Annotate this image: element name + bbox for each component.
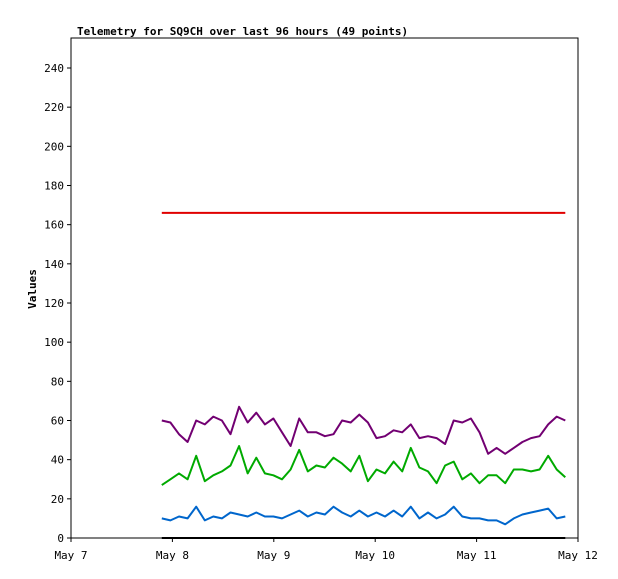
y-tick-label: 60 [51, 415, 64, 428]
series-line-4 [161, 505, 566, 526]
y-axis: 0 20 40 60 80 100 120 140 160 180 200 220 240 [44, 62, 71, 545]
y-tick-label: 20 [51, 493, 64, 506]
y-tick-label: 100 [44, 336, 64, 349]
series-line-3 [161, 445, 566, 486]
x-tick-label: May 12 [558, 549, 598, 562]
y-tick-label: 220 [44, 101, 64, 114]
x-tick-label: May 10 [355, 549, 395, 562]
y-tick-label: 140 [44, 258, 64, 271]
x-tick-label: May 7 [54, 549, 87, 562]
x-axis: May 7 May 8 May 9 May 10 May 11 May 12 [54, 538, 598, 562]
y-axis-label: Values [26, 269, 39, 309]
series-group [161, 211, 566, 539]
chart-title: Telemetry for SQ9CH over last 96 hours (… [77, 25, 408, 38]
y-tick-label: 180 [44, 180, 64, 193]
series-line-2 [161, 405, 566, 455]
y-tick-label: 200 [44, 140, 64, 153]
x-tick-label: May 9 [257, 549, 290, 562]
x-tick-label: May 11 [457, 549, 497, 562]
y-tick-label: 40 [51, 454, 64, 467]
x-tick-label: May 8 [156, 549, 189, 562]
y-tick-label: 160 [44, 219, 64, 232]
y-tick-label: 120 [44, 297, 64, 310]
plot-frame [70, 37, 579, 539]
y-tick-label: 80 [51, 375, 64, 388]
y-tick-label: 0 [57, 532, 64, 545]
y-tick-label: 240 [44, 62, 64, 75]
